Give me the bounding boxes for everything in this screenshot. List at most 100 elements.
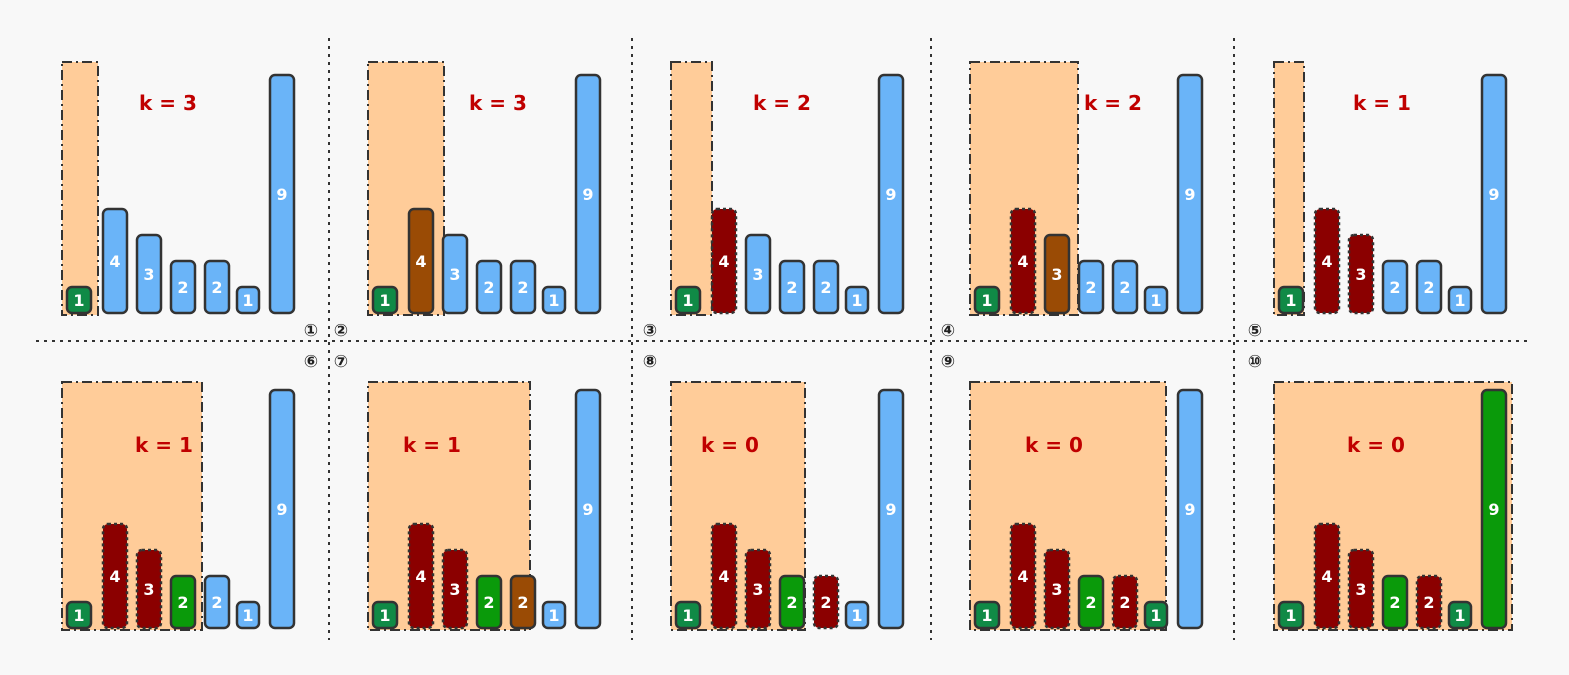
bar-removed-3	[1043, 548, 1071, 630]
k-label: k = 1	[403, 433, 461, 457]
bar-removed-2	[407, 522, 435, 630]
bar-value-label: 1	[1150, 606, 1161, 625]
bar-unvisited-7	[1176, 73, 1204, 315]
bar-unvisited-7	[1176, 388, 1204, 630]
panel-7: 1 4 3 2 2 1 9 k = 1 ⑦	[334, 352, 602, 631]
bar-unvisited-6	[541, 285, 567, 315]
bar-window_start-1	[973, 600, 1001, 630]
bar-unvisited-5	[812, 259, 840, 315]
step-number: ⑦	[334, 352, 348, 372]
bar-value-label: 1	[682, 606, 693, 625]
bar-unvisited-4	[778, 259, 806, 315]
step-number: ②	[334, 321, 348, 341]
bar-value-label: 2	[786, 593, 797, 612]
bar-value-label: 1	[73, 606, 84, 625]
bar-unvisited-7	[268, 73, 296, 315]
bar-value-label: 2	[1085, 593, 1096, 612]
bar-value-label: 1	[981, 291, 992, 310]
bar-value-label: 3	[752, 580, 763, 599]
bar-window_start-1	[674, 600, 702, 630]
bar-value-label: 1	[73, 291, 84, 310]
bar-unvisited-7	[1480, 73, 1508, 315]
bar-unvisited-4	[1381, 259, 1409, 315]
bar-value-label: 1	[242, 291, 253, 310]
bar-unvisited-7	[877, 388, 905, 630]
bar-value-label: 4	[1017, 567, 1028, 586]
bar-value-label: 1	[548, 606, 559, 625]
panel-3: 1 4 3 2 2 1 9 k = 2 ③	[643, 61, 905, 341]
bar-removed-2	[1313, 522, 1341, 630]
bar-removed-2	[1313, 207, 1341, 315]
bar-window_start-1	[674, 285, 702, 315]
bar-removed-3	[135, 548, 163, 630]
k-label: k = 2	[1084, 91, 1142, 115]
k-label: k = 1	[135, 433, 193, 457]
bar-unvisited-4	[1077, 259, 1105, 315]
bar-value-label: 1	[1454, 291, 1465, 310]
bar-value-label: 2	[1085, 278, 1096, 297]
panel-10: 1 4 3 2 2 1 9 k = 0 ⑩	[1248, 352, 1513, 631]
bar-value-label: 1	[682, 291, 693, 310]
bar-value-label: 4	[1321, 567, 1332, 586]
bar-value-label: 2	[211, 593, 222, 612]
bar-value-label: 1	[1285, 606, 1296, 625]
step-number: ⑧	[643, 352, 657, 372]
bar-value-label: 2	[483, 278, 494, 297]
bar-unvisited-6	[235, 600, 261, 630]
bar-value-label: 4	[1321, 252, 1332, 271]
bar-value-label: 1	[981, 606, 992, 625]
bar-window_start-1	[65, 285, 93, 315]
bar-removed-3	[744, 548, 772, 630]
bar-unvisited-3	[744, 233, 772, 315]
bar-window_start-1	[1277, 600, 1305, 630]
k-label: k = 2	[753, 91, 811, 115]
panel-9: 1 4 3 2 2 1 9 k = 0 ⑨	[941, 352, 1204, 631]
bar-value-label: 2	[483, 593, 494, 612]
bar-value-label: 2	[211, 278, 222, 297]
bar-unvisited-3	[441, 233, 469, 315]
bar-window_start-1	[65, 600, 93, 630]
bar-kept-7	[1480, 388, 1508, 630]
bar-window_start-1	[973, 285, 1001, 315]
bar-value-label: 9	[1184, 185, 1195, 204]
bar-removed-5	[1415, 574, 1443, 630]
bar-removed-2	[710, 522, 738, 630]
bar-unvisited-6	[844, 285, 870, 315]
bar-value-label: 2	[786, 278, 797, 297]
bar-value-label: 1	[1454, 606, 1465, 625]
bar-value-label: 3	[449, 265, 460, 284]
bar-removed-2	[101, 522, 129, 630]
bar-unvisited-7	[877, 73, 905, 315]
panel-2: 1 4 3 2 2 1 9 k = 3 ②	[334, 61, 602, 341]
bar-removed-3	[1347, 548, 1375, 630]
bar-value-label: 3	[1051, 580, 1062, 599]
bar-value-label: 1	[548, 291, 559, 310]
bar-value-label: 2	[1389, 593, 1400, 612]
window-highlight	[670, 61, 713, 316]
bar-unvisited-4	[475, 259, 503, 315]
bar-value-label: 3	[1051, 265, 1062, 284]
bar-current-2	[407, 207, 435, 315]
bar-removed-3	[1347, 233, 1375, 315]
bar-unvisited-7	[574, 388, 602, 630]
bar-value-label: 1	[1285, 291, 1296, 310]
bar-kept-4	[475, 574, 503, 630]
k-label: k = 0	[701, 433, 759, 457]
bar-value-label: 2	[1119, 278, 1130, 297]
bar-unvisited-6	[1143, 285, 1169, 315]
bar-value-label: 3	[1355, 265, 1366, 284]
bar-current-3	[1043, 233, 1071, 315]
bar-value-label: 9	[276, 185, 287, 204]
bar-value-label: 2	[177, 593, 188, 612]
bar-window_start-1	[1277, 285, 1305, 315]
bar-value-label: 9	[885, 185, 896, 204]
bar-unvisited-6	[1447, 285, 1473, 315]
bar-value-label: 3	[449, 580, 460, 599]
bar-value-label: 2	[1389, 278, 1400, 297]
bar-value-label: 3	[143, 265, 154, 284]
panel-5: 1 4 3 2 2 1 9 k = 1 ⑤	[1248, 61, 1508, 341]
bar-removed-2	[710, 207, 738, 315]
bar-unvisited-5	[1415, 259, 1443, 315]
